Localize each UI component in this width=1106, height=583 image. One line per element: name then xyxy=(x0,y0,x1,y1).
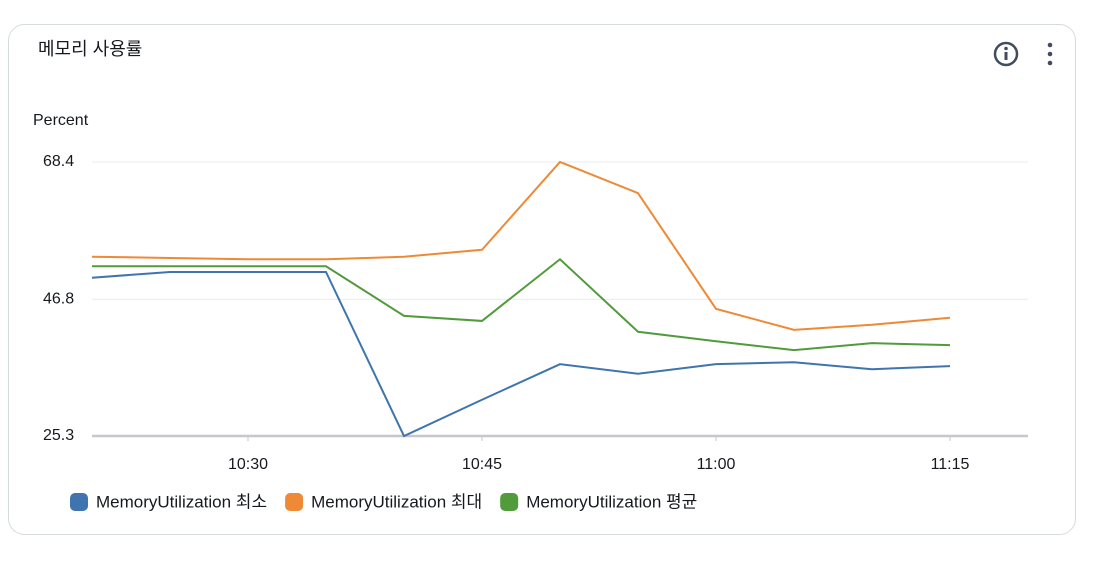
card xyxy=(8,24,1076,535)
series-line xyxy=(92,257,951,352)
series-line xyxy=(91,160,951,331)
x-tick-label: 11:15 xyxy=(931,456,970,473)
legend-label: MemoryUtilization 최대 xyxy=(311,492,482,511)
x-tick-label: 11:00 xyxy=(697,456,736,473)
legend-swatch xyxy=(500,493,519,511)
legend-label: MemoryUtilization 최소 xyxy=(96,492,267,511)
x-tick-label: 10:30 xyxy=(228,456,268,473)
legend-item[interactable]: MemoryUtilization 최소 xyxy=(70,492,267,511)
legend-swatch xyxy=(285,493,304,511)
series-line xyxy=(91,270,951,438)
legend-item[interactable]: MemoryUtilization 평균 xyxy=(500,492,697,511)
legend-swatch xyxy=(70,493,88,511)
menu-icon[interactable] xyxy=(1047,42,1053,66)
chart-title: 메모리 사용률 xyxy=(38,39,142,59)
y-axis-label: Percent xyxy=(33,112,89,129)
legend-item[interactable]: MemoryUtilization 최대 xyxy=(285,492,482,511)
y-tick-label: 46.8 xyxy=(43,291,74,308)
y-tick-label: 68.4 xyxy=(43,153,74,170)
x-tick-label: 10:45 xyxy=(462,456,502,473)
info-icon[interactable] xyxy=(993,41,1019,67)
y-tick-label: 25.3 xyxy=(43,427,74,444)
legend-label: MemoryUtilization 평균 xyxy=(526,492,697,511)
